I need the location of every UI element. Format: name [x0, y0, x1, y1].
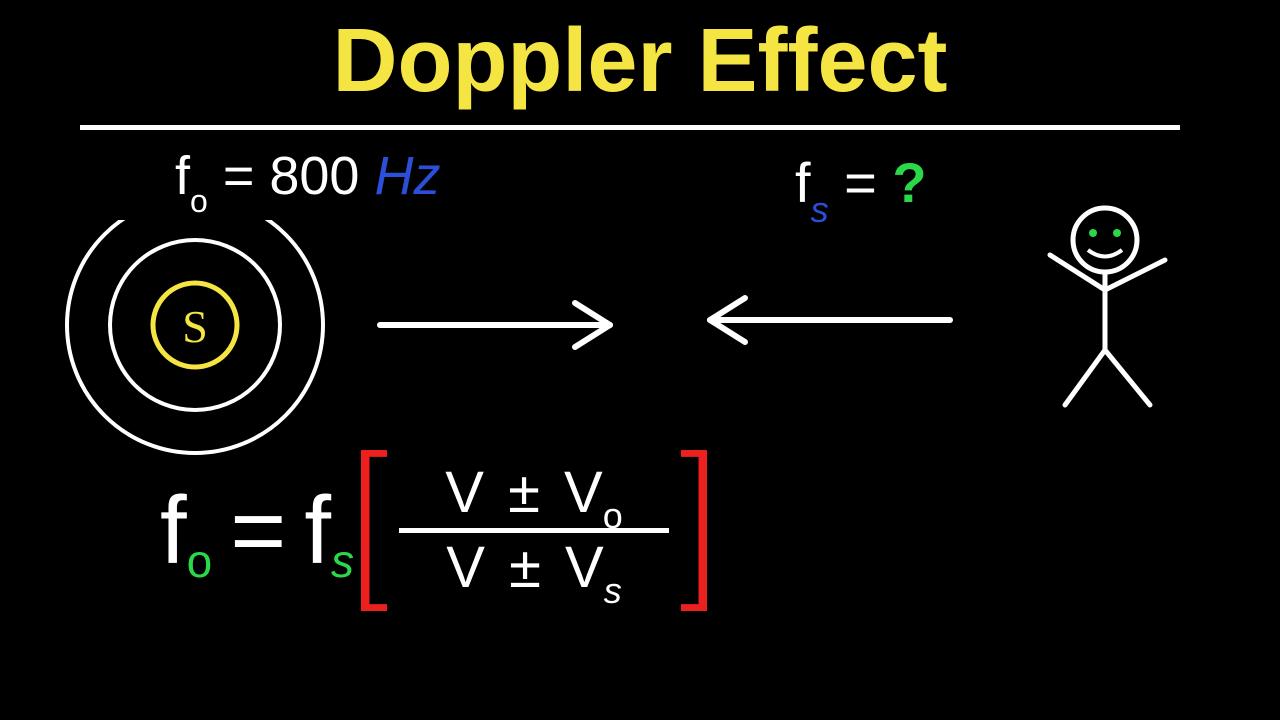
right-bracket-icon — [681, 450, 707, 611]
formula-numerator: V ± Vo — [445, 458, 623, 528]
svg-text:S: S — [182, 301, 208, 352]
formula-denominator: V ± Vs — [446, 533, 621, 603]
doppler-formula: f o = f s V ± Vo V ± Vs — [160, 450, 699, 611]
arrow-left-icon — [670, 280, 970, 365]
title-underline — [80, 125, 1180, 130]
title: Doppler Effect — [332, 10, 947, 113]
f0-label: fo = 800 Hz — [175, 145, 440, 207]
observer-figure-icon — [1020, 195, 1200, 420]
left-bracket-icon — [361, 450, 387, 611]
fs-label: fs = ? — [795, 150, 927, 215]
arrow-right-icon — [370, 285, 650, 370]
